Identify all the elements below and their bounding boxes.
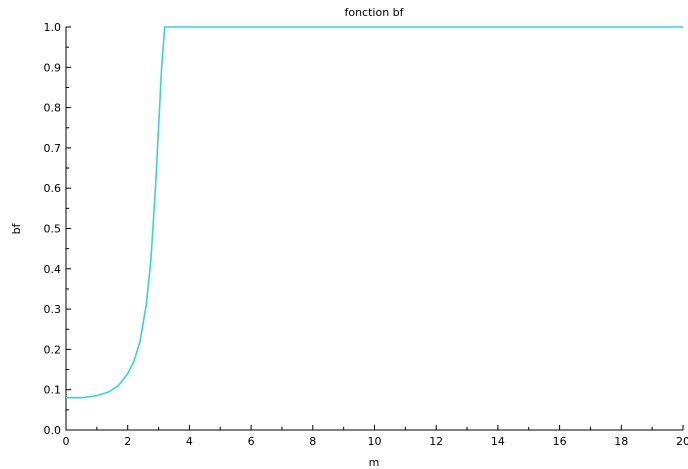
y-axis-ticks: 0.0 0.1 0.2 0.3 0.4 0.5 0.6 0.7 0.8 0.9 1.0 [44, 21, 71, 437]
y-tick-label: 0.1 [44, 384, 62, 397]
x-tick-label: 0 [63, 435, 70, 448]
x-tick-label: 2 [124, 435, 131, 448]
y-tick-label: 0.6 [44, 182, 62, 195]
x-tick-label: 4 [186, 435, 193, 448]
y-axis-title: bf [10, 222, 23, 234]
y-tick-label: 0.0 [44, 424, 62, 437]
x-tick-label: 16 [553, 435, 567, 448]
x-axis-ticks: 0 2 4 6 8 10 12 14 16 18 20 [63, 425, 688, 448]
x-tick-label: 20 [676, 435, 688, 448]
y-tick-label: 0.5 [44, 223, 62, 236]
y-tick-label: 0.4 [44, 263, 62, 276]
series-line [66, 26, 683, 399]
x-axis-title: m [369, 456, 380, 469]
y-tick-label: 0.8 [44, 102, 62, 115]
x-tick-label: 8 [309, 435, 316, 448]
y-tick-label: 0.3 [44, 303, 62, 316]
x-tick-label: 14 [491, 435, 505, 448]
x-tick-label: 18 [614, 435, 628, 448]
y-tick-label: 0.7 [44, 142, 62, 155]
x-tick-label: 10 [368, 435, 382, 448]
y-tick-label: 0.9 [44, 61, 62, 74]
x-tick-label: 12 [429, 435, 443, 448]
y-tick-label: 0.2 [44, 343, 62, 356]
x-tick-label: 6 [248, 435, 255, 448]
chart-title: fonction bf [344, 6, 404, 19]
axes [65, 27, 683, 431]
y-tick-label: 1.0 [44, 21, 62, 34]
series-layer [66, 26, 683, 399]
